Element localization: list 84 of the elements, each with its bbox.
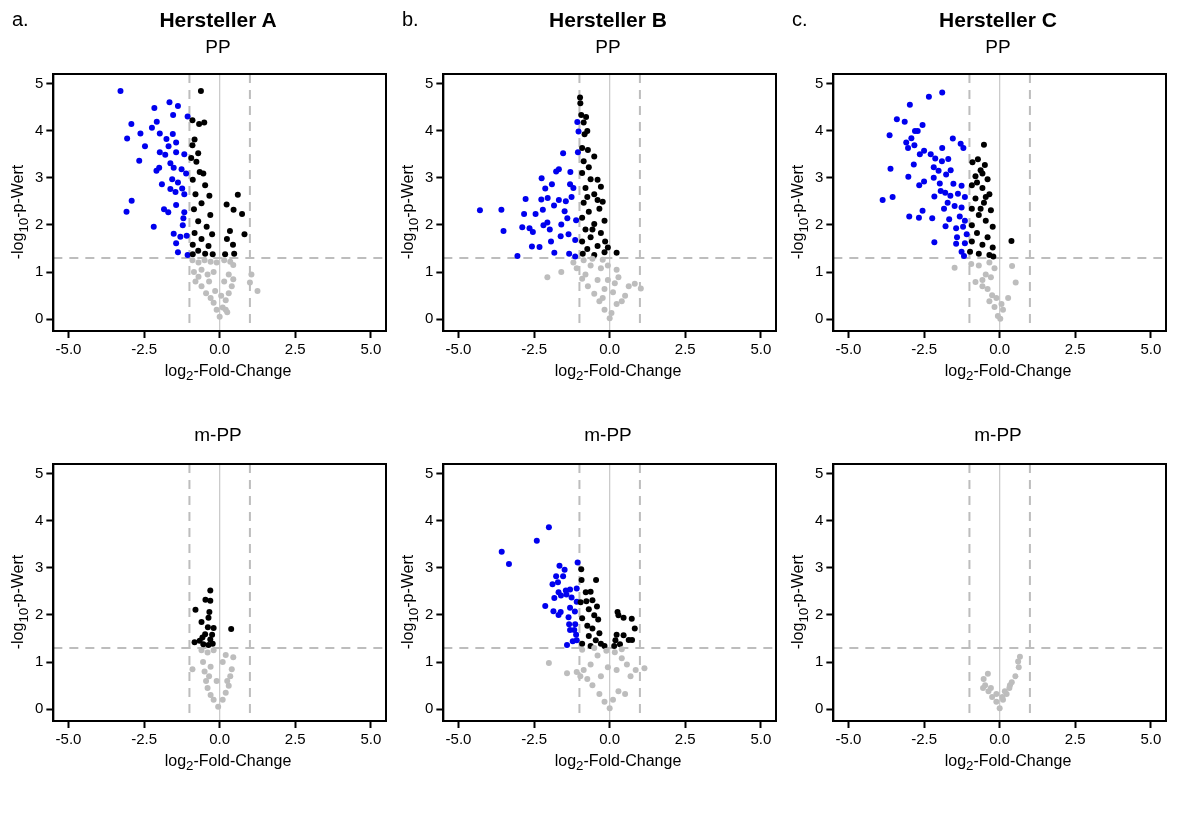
y-tick-label: 1 bbox=[815, 652, 824, 670]
y-tick-label: 4 bbox=[35, 510, 44, 528]
x-tick-label: 0.0 bbox=[209, 340, 231, 358]
x-tick-label: -2.5 bbox=[911, 730, 937, 748]
x-tick-label: 2.5 bbox=[284, 730, 306, 748]
x-axis-title: log$_{2}$-Fold-Change bbox=[553, 362, 683, 384]
y-tick-label: 3 bbox=[815, 167, 824, 185]
x-tick-label: -5.0 bbox=[445, 340, 472, 358]
y-tick-label: 5 bbox=[35, 73, 44, 91]
y-tick-label: 3 bbox=[35, 167, 44, 185]
x-axis-title: log$_{2}$-Fold-Change bbox=[163, 752, 293, 774]
x-tick-label: -2.5 bbox=[911, 340, 937, 358]
x-tick-label: -2.5 bbox=[131, 730, 157, 748]
x-tick-label: 5.0 bbox=[1140, 340, 1162, 358]
y-tick-label: 0 bbox=[35, 699, 44, 717]
x-tick-label: 0.0 bbox=[209, 730, 231, 748]
x-tick-label: -5.0 bbox=[445, 730, 472, 748]
y-tick-label: 1 bbox=[35, 262, 44, 280]
y-tick-label: 5 bbox=[425, 73, 434, 91]
chart-subtitle: PP bbox=[204, 36, 232, 59]
y-tick-label: 4 bbox=[815, 120, 824, 138]
x-tick-label: 2.5 bbox=[674, 340, 696, 358]
x-tick-label: -5.0 bbox=[55, 730, 82, 748]
y-tick-label: 2 bbox=[425, 215, 434, 233]
x-tick-label: -2.5 bbox=[131, 340, 157, 358]
y-tick-label: 1 bbox=[425, 652, 434, 670]
chart-subtitle: PP bbox=[984, 36, 1012, 59]
y-tick-label: 0 bbox=[815, 309, 824, 327]
y-tick-label: 5 bbox=[815, 73, 824, 91]
chart-title: m-PP bbox=[583, 424, 633, 447]
x-tick-label: 2.5 bbox=[284, 340, 306, 358]
text: a. bbox=[12, 8, 29, 31]
x-tick-label: 2.5 bbox=[1064, 730, 1086, 748]
x-tick-label: 5.0 bbox=[360, 730, 382, 748]
x-tick-label: 5.0 bbox=[360, 340, 382, 358]
x-axis-title: log$_{2}$-Fold-Change bbox=[943, 752, 1073, 774]
x-tick-label: 0.0 bbox=[989, 730, 1011, 748]
text: c. bbox=[792, 8, 808, 31]
y-tick-label: 4 bbox=[35, 120, 44, 138]
y-tick-label: 3 bbox=[425, 557, 434, 575]
text: b. bbox=[402, 8, 419, 31]
x-tick-label: -5.0 bbox=[835, 340, 862, 358]
x-tick-label: -2.5 bbox=[521, 340, 547, 358]
x-axis-title: log$_{2}$-Fold-Change bbox=[163, 362, 293, 384]
y-tick-label: 3 bbox=[815, 557, 824, 575]
x-tick-label: 5.0 bbox=[750, 730, 772, 748]
y-tick-label: 2 bbox=[35, 605, 44, 623]
y-tick-label: 0 bbox=[425, 699, 434, 717]
chart-title: m-PP bbox=[973, 424, 1023, 447]
x-tick-label: 5.0 bbox=[750, 340, 772, 358]
x-tick-label: -5.0 bbox=[835, 730, 862, 748]
chart-subtitle: PP bbox=[594, 36, 622, 59]
x-tick-label: -5.0 bbox=[55, 340, 82, 358]
y-tick-label: 2 bbox=[425, 605, 434, 623]
x-tick-label: 0.0 bbox=[989, 340, 1011, 358]
chart-title: Hersteller B bbox=[549, 8, 667, 31]
chart-title: m-PP bbox=[193, 424, 243, 447]
y-tick-label: 2 bbox=[815, 605, 824, 623]
y-tick-label: 2 bbox=[35, 215, 44, 233]
y-tick-label: 4 bbox=[425, 510, 434, 528]
y-tick-label: 1 bbox=[425, 262, 434, 280]
y-tick-label: 0 bbox=[35, 309, 44, 327]
y-tick-label: 2 bbox=[815, 215, 824, 233]
y-tick-label: 5 bbox=[425, 463, 434, 481]
x-axis-title: log$_{2}$-Fold-Change bbox=[943, 362, 1073, 384]
x-tick-label: 2.5 bbox=[1064, 340, 1086, 358]
x-axis-title: log$_{2}$-Fold-Change bbox=[553, 752, 683, 774]
chart-title: Hersteller A bbox=[159, 8, 277, 31]
x-tick-label: 2.5 bbox=[674, 730, 696, 748]
x-tick-label: 0.0 bbox=[599, 730, 621, 748]
y-tick-label: 0 bbox=[425, 309, 434, 327]
y-tick-label: 4 bbox=[815, 510, 824, 528]
y-tick-label: 1 bbox=[815, 262, 824, 280]
y-tick-label: 4 bbox=[425, 120, 434, 138]
y-tick-label: 5 bbox=[815, 463, 824, 481]
x-tick-label: 5.0 bbox=[1140, 730, 1162, 748]
y-tick-label: 5 bbox=[35, 463, 44, 481]
y-tick-label: 1 bbox=[35, 652, 44, 670]
x-tick-label: -2.5 bbox=[521, 730, 547, 748]
x-tick-label: 0.0 bbox=[599, 340, 621, 358]
y-tick-label: 3 bbox=[425, 167, 434, 185]
y-tick-label: 0 bbox=[815, 699, 824, 717]
y-tick-label: 3 bbox=[35, 557, 44, 575]
chart-title: Hersteller C bbox=[939, 8, 1057, 31]
